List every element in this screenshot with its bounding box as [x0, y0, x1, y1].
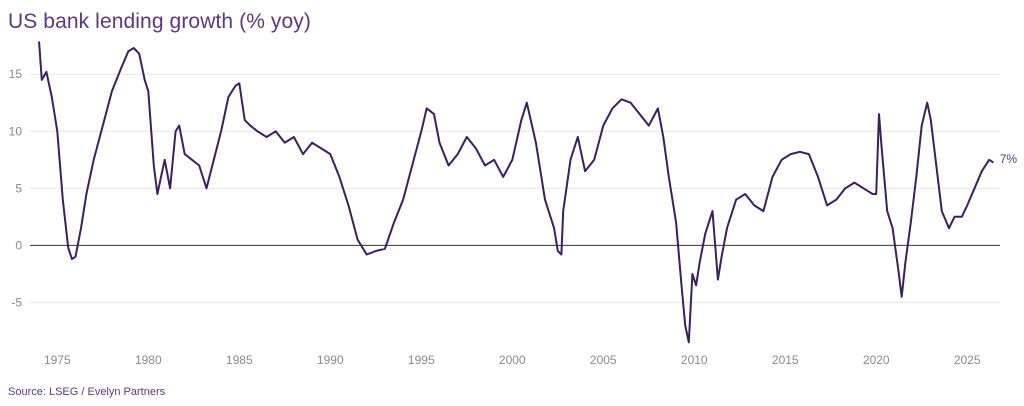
x-tick-label: 2000 — [499, 353, 526, 367]
y-tick-label: -5 — [11, 295, 22, 309]
series-line — [38, 41, 994, 344]
gridlines — [30, 73, 1000, 303]
x-tick-label: 1990 — [317, 353, 344, 367]
x-tick-label: 2005 — [590, 353, 617, 367]
x-tick-label: 2015 — [772, 353, 799, 367]
x-tick-label: 2020 — [863, 353, 890, 367]
x-tick-label: 2010 — [681, 353, 708, 367]
x-tick-label: 1975 — [44, 353, 71, 367]
x-tick-label: 2025 — [954, 353, 981, 367]
y-axis-ticks: -5 0 5 10 15 — [9, 67, 23, 309]
source-note: Source: LSEG / Evelyn Partners — [8, 386, 166, 398]
y-tick-label: 15 — [9, 67, 23, 81]
series-group — [38, 41, 994, 344]
chart-title: US bank lending growth (% yoy) — [8, 10, 311, 33]
end-label-group: 7% — [1000, 152, 1018, 166]
y-tick-label: 0 — [15, 238, 22, 252]
y-tick-label: 5 — [15, 181, 22, 195]
x-tick-label: 1985 — [226, 353, 253, 367]
x-axis-ticks: 1975 1980 1985 1990 1995 2000 2005 2010 2015 2020… — [44, 353, 981, 367]
y-tick-label: 10 — [9, 124, 23, 138]
end-value-label: 7% — [1000, 152, 1018, 166]
x-tick-label: 1995 — [408, 353, 435, 367]
x-tick-label: 1980 — [135, 353, 162, 367]
